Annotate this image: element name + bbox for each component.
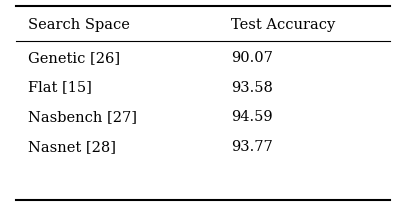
Text: Nasnet [28]: Nasnet [28] bbox=[28, 140, 116, 154]
Text: Test Accuracy: Test Accuracy bbox=[231, 18, 335, 32]
Text: 94.59: 94.59 bbox=[231, 110, 273, 124]
Text: 90.07: 90.07 bbox=[231, 51, 273, 65]
Text: Search Space: Search Space bbox=[28, 18, 130, 32]
Text: 93.77: 93.77 bbox=[231, 140, 273, 154]
Text: 93.58: 93.58 bbox=[231, 81, 273, 95]
Text: Genetic [26]: Genetic [26] bbox=[28, 51, 120, 65]
Text: Flat [15]: Flat [15] bbox=[28, 81, 92, 95]
Text: Nasbench [27]: Nasbench [27] bbox=[28, 110, 137, 124]
